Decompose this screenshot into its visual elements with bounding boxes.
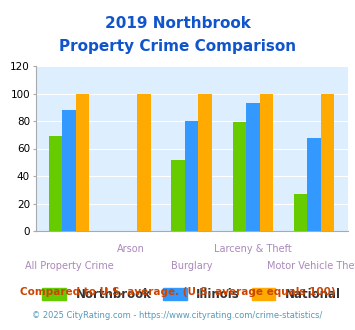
Legend: Northbrook, Illinois, National: Northbrook, Illinois, National <box>38 283 346 306</box>
Text: Motor Vehicle Theft: Motor Vehicle Theft <box>267 261 355 271</box>
Bar <box>137 93 151 231</box>
Text: Burglary: Burglary <box>171 261 212 271</box>
Bar <box>321 93 334 231</box>
Bar <box>76 93 89 231</box>
Text: Arson: Arson <box>116 244 144 254</box>
Text: Larceny & Theft: Larceny & Theft <box>214 244 292 254</box>
Bar <box>49 136 62 231</box>
Bar <box>185 121 198 231</box>
Bar <box>62 110 76 231</box>
Text: All Property Crime: All Property Crime <box>25 261 114 271</box>
Text: © 2025 CityRating.com - https://www.cityrating.com/crime-statistics/: © 2025 CityRating.com - https://www.city… <box>32 311 323 320</box>
Text: 2019 Northbrook: 2019 Northbrook <box>105 16 250 31</box>
Text: Compared to U.S. average. (U.S. average equals 100): Compared to U.S. average. (U.S. average … <box>20 287 335 297</box>
Bar <box>294 194 307 231</box>
Bar <box>260 93 273 231</box>
Bar <box>307 138 321 231</box>
Bar <box>246 103 260 231</box>
Bar <box>198 93 212 231</box>
Text: Property Crime Comparison: Property Crime Comparison <box>59 39 296 54</box>
Bar <box>171 159 185 231</box>
Bar <box>233 122 246 231</box>
